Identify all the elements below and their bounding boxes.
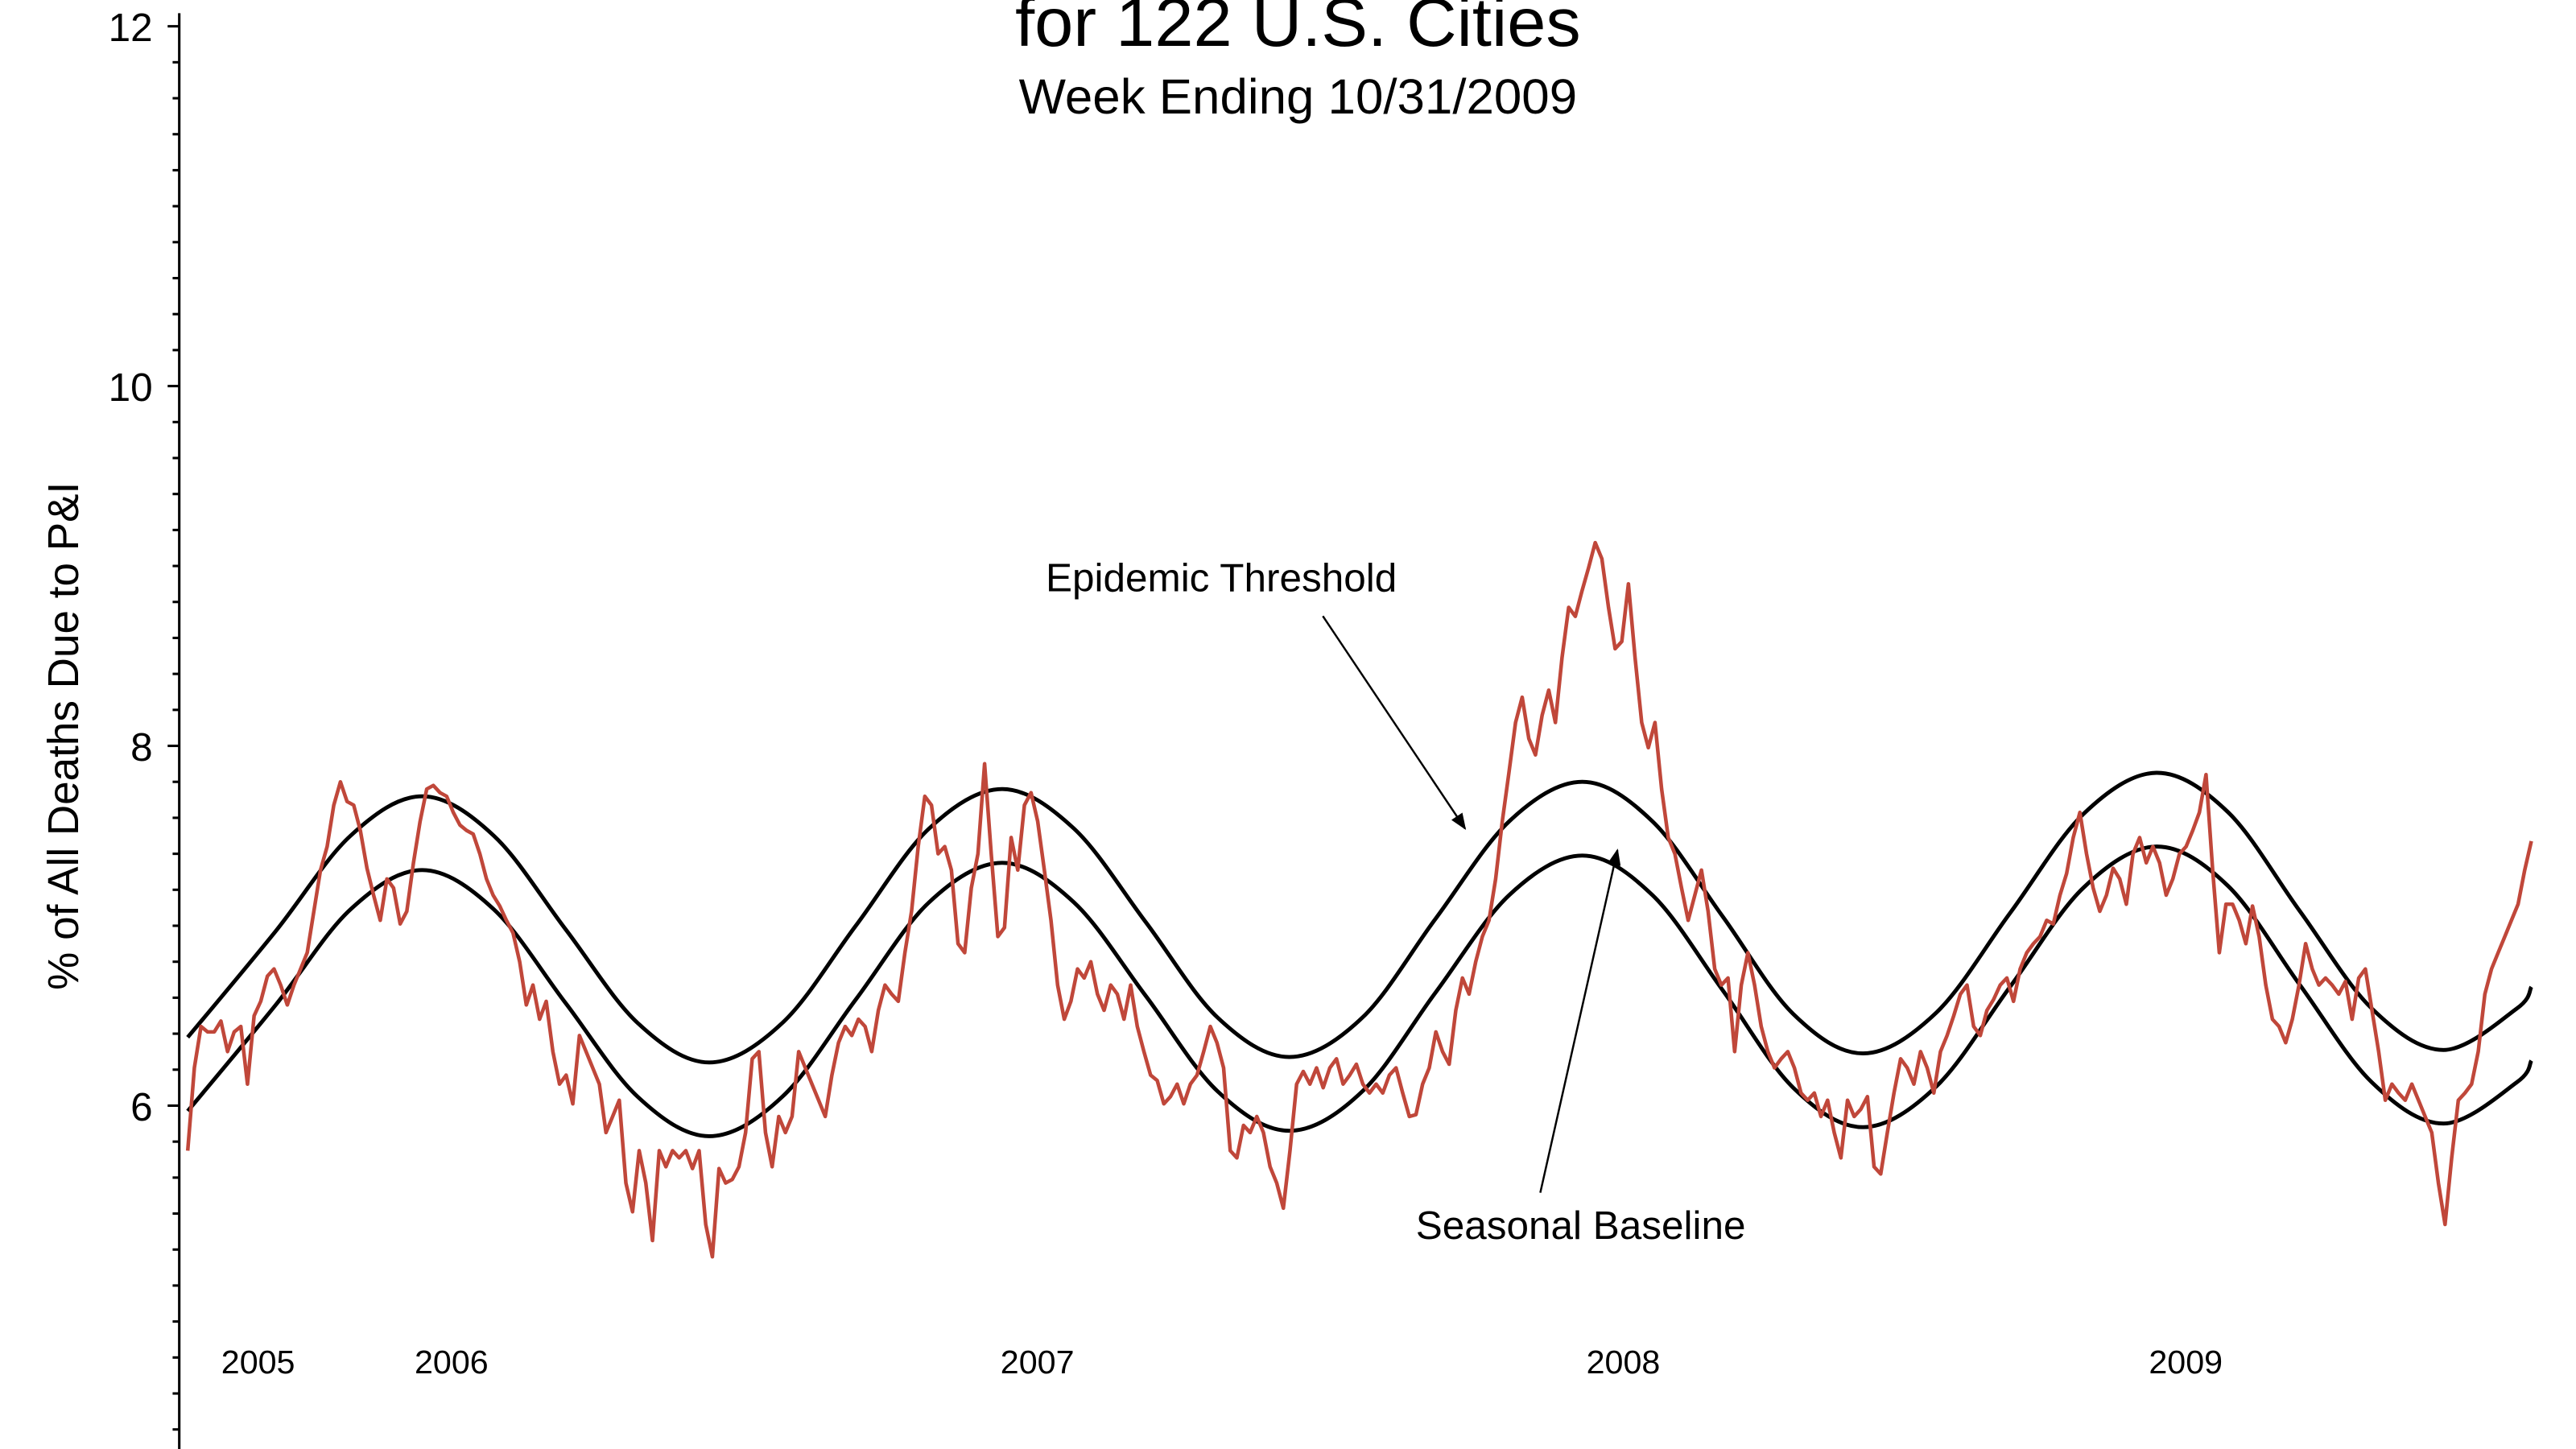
y-axis: 4 6 8 10 12 [109,6,181,1449]
observed-pi-percent-line [185,540,2533,1259]
chart-subtitle: Week Ending 10/31/2009 [1019,69,1577,125]
epidemic-threshold-line [186,770,2533,1065]
x-axis-tick-labels: 2005 2006 2007 2008 2009 [221,1344,2223,1381]
annotation-seasonal-baseline-label: Seasonal Baseline [1416,1203,1746,1248]
y-tick-label: 6 [130,1085,153,1129]
annotation-epidemic-threshold: Epidemic Threshold [1046,556,1467,831]
y-axis-label: % of All Deaths Due to P&I [40,482,88,990]
seasonal-baseline-line [186,844,2533,1138]
y-tick-label: 10 [109,365,153,410]
chart-title: for 122 U.S. Cities [1015,0,1581,61]
x-tick-label: 2007 [1001,1344,1075,1381]
y-tick-label: 4 [130,1445,153,1449]
x-tick-label: 2008 [1587,1344,1661,1381]
series-layer [185,540,2533,1259]
annotation-seasonal-baseline: Seasonal Baseline [1416,848,1746,1248]
y-tick-label: 8 [130,725,153,770]
annotation-epidemic-threshold-arrow [1322,615,1467,831]
x-tick-label: 2009 [2149,1344,2223,1381]
annotation-epidemic-threshold-label: Epidemic Threshold [1046,556,1397,601]
x-tick-label: 2005 [221,1344,295,1381]
x-tick-label: 2006 [415,1344,489,1381]
y-tick-label: 12 [109,6,153,50]
annotation-seasonal-baseline-arrow [1539,848,1621,1193]
